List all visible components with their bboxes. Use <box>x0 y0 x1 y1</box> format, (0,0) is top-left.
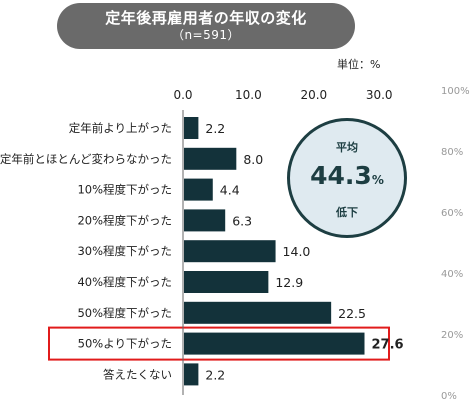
chart-subtitle: （n=591） <box>171 28 241 42</box>
category-label: 定年前とほとんど変わらなかった <box>0 152 172 166</box>
average-sublabel: 低下 <box>336 206 358 219</box>
chart-title: 定年後再雇用者の年収の変化 <box>105 9 307 27</box>
category-label: 50%程度下がった <box>77 306 172 320</box>
x-tick-label: 20.0 <box>300 88 327 102</box>
bar-value-label: 2.2 <box>205 367 225 382</box>
category-label: 定年前より上がった <box>69 121 172 135</box>
average-value: 44.3% <box>290 161 404 190</box>
right-axis-tick: 80% <box>441 147 464 158</box>
average-label: 平均 <box>336 141 358 154</box>
category-label: 30%程度下がった <box>77 244 172 258</box>
right-axis-tick: 100% <box>441 86 470 97</box>
bar <box>184 117 199 139</box>
category-label: 20%程度下がった <box>77 213 172 227</box>
category-label: 10%程度下がった <box>77 183 172 197</box>
bar <box>184 178 213 201</box>
average-number: 44.3 <box>310 161 372 190</box>
right-axis-tick: 20% <box>441 330 464 341</box>
bar <box>184 363 199 386</box>
bar-value-label: 4.4 <box>220 183 240 198</box>
category-label: 40%程度下がった <box>77 275 172 289</box>
x-tick-label: 30.0 <box>366 88 393 102</box>
average-unit: % <box>371 173 384 187</box>
right-axis-tick: 40% <box>441 269 464 280</box>
bar <box>184 332 365 355</box>
bar <box>184 240 276 263</box>
bar <box>184 301 332 324</box>
bar-value-label: 12.9 <box>275 275 303 290</box>
unit-label: 単位：% <box>337 58 381 71</box>
bar-value-label: 2.2 <box>205 121 225 136</box>
x-tick-label: 10.0 <box>235 88 262 102</box>
bar-value-label: 6.3 <box>232 213 252 228</box>
chart-title-banner: 定年後再雇用者の年収の変化 （n=591） <box>57 3 355 49</box>
average-summary-circle: 平均 44.3% 低下 <box>287 118 407 238</box>
bar-value-label: 8.0 <box>243 152 263 167</box>
category-label: 答えたくない <box>103 367 172 381</box>
bar <box>184 271 269 293</box>
bar <box>184 209 226 232</box>
category-label: 50%より下がった <box>78 337 172 351</box>
bar <box>184 147 237 170</box>
right-axis-tick: 60% <box>441 208 464 219</box>
x-tick-label: 0.0 <box>173 88 192 102</box>
highlight-box <box>48 326 390 361</box>
bar-value-label: 14.0 <box>283 244 311 259</box>
bar-value-label: 27.6 <box>372 338 404 353</box>
bar-value-label: 22.5 <box>338 306 366 321</box>
right-axis-tick: 0% <box>441 391 457 402</box>
